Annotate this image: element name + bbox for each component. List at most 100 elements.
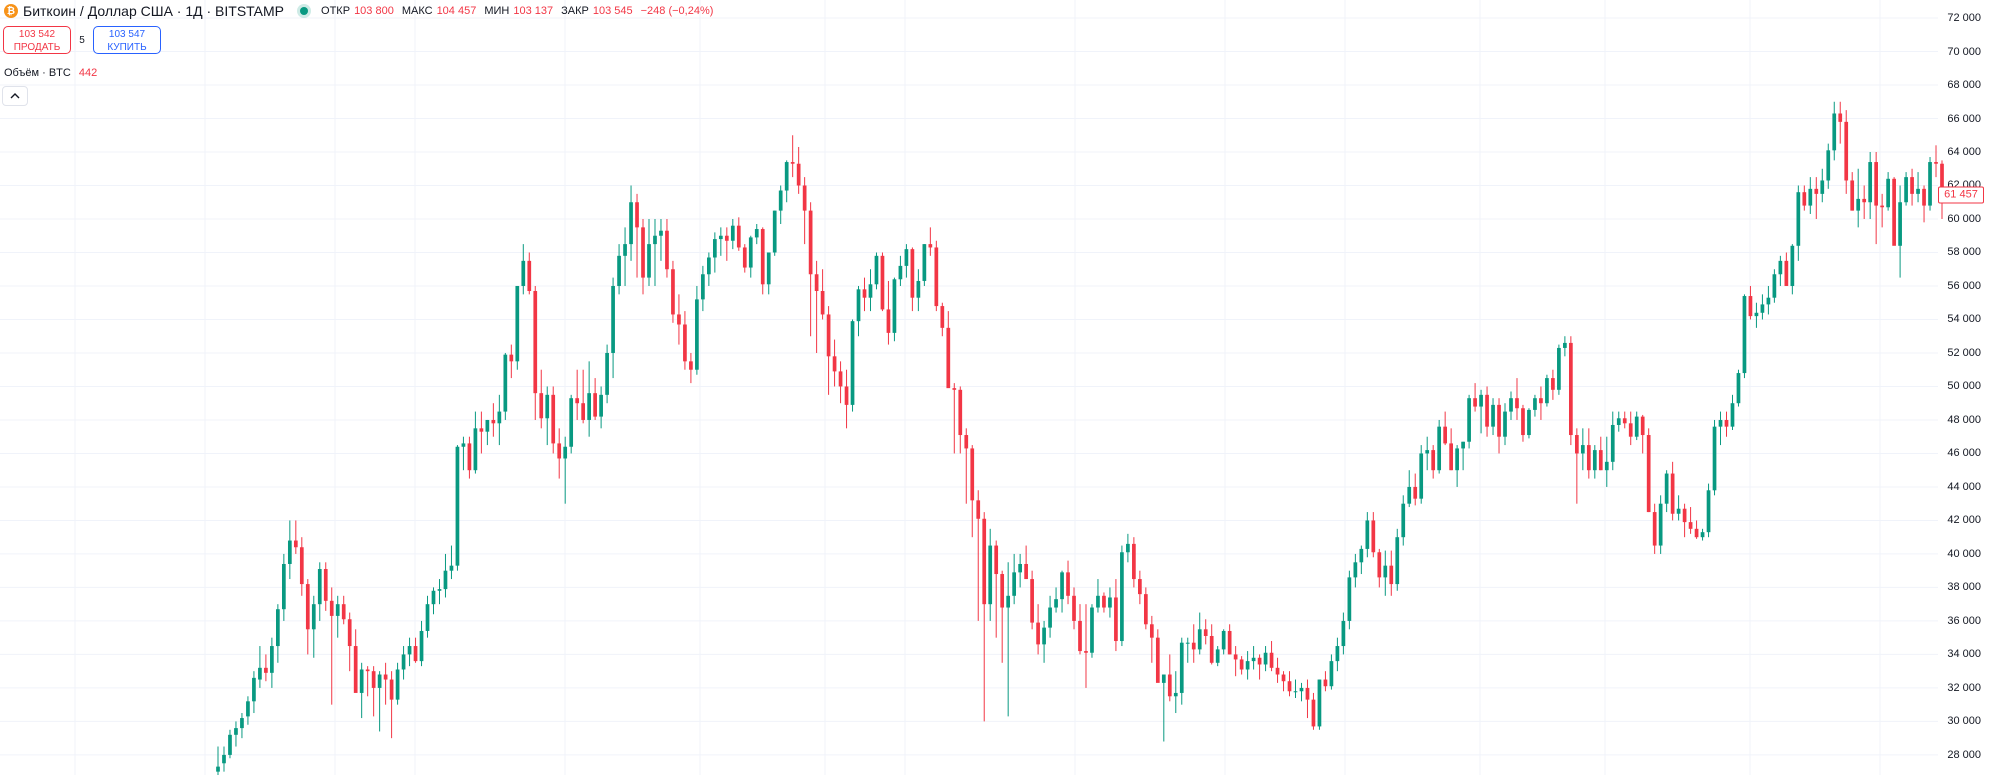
candle-up <box>521 260 526 286</box>
candle-up <box>748 237 753 268</box>
candle-up <box>1251 657 1256 662</box>
candle-down <box>1802 192 1807 206</box>
candle-up <box>1610 424 1615 462</box>
candle-up <box>1754 312 1759 317</box>
candle-down <box>910 249 915 298</box>
candle-up <box>1742 296 1747 374</box>
candle-up <box>1898 202 1902 246</box>
candle-down <box>353 646 358 693</box>
candle-up <box>772 210 777 253</box>
ohlc-values: ОТКР 103 800 МАКС 104 457 МИН 103 137 ЗАКР 1… <box>321 5 717 17</box>
candle-down <box>491 419 496 424</box>
candle-down <box>1239 659 1244 670</box>
candle-up <box>1904 177 1908 203</box>
close-value: 103 545 <box>592 5 633 17</box>
candle-up <box>1365 520 1370 549</box>
candle-up <box>1048 607 1052 628</box>
candle-up <box>1437 426 1442 471</box>
candle-up <box>1383 565 1388 578</box>
candle-up <box>1018 563 1022 573</box>
candle-up <box>1772 274 1777 298</box>
candle-down <box>862 289 867 298</box>
candle-down <box>264 667 268 673</box>
candle-up <box>1347 577 1352 621</box>
sell-button[interactable]: 103 542 ПРОДАТЬ <box>3 26 71 54</box>
candle-up <box>1832 113 1837 151</box>
candle-down <box>1521 408 1525 436</box>
candle-down <box>982 518 987 605</box>
price-tick-label: 40 000 <box>1947 547 1981 560</box>
price-tick-label: 68 000 <box>1947 79 1981 91</box>
candle-up <box>766 252 771 285</box>
candle-up <box>1736 373 1741 404</box>
candle-up <box>395 669 400 700</box>
open-label: ОТКР <box>321 5 351 17</box>
candle-up <box>473 428 478 471</box>
candle-down <box>1784 260 1789 286</box>
candle-up <box>1353 562 1358 578</box>
volume-legend[interactable]: Объём · BTC 442 <box>4 67 97 79</box>
candle-down <box>689 361 693 370</box>
sell-price: 103 542 <box>18 29 56 40</box>
candle-down <box>557 443 562 459</box>
candle-up <box>1592 450 1597 471</box>
candle-up <box>461 443 466 447</box>
candle-up <box>1215 649 1220 663</box>
candle-down <box>742 247 747 268</box>
candle-down <box>383 674 388 680</box>
candle-up <box>1359 548 1364 563</box>
candle-up <box>1197 629 1202 650</box>
candle-down <box>1880 205 1884 208</box>
candle-down <box>371 671 376 688</box>
candle-up <box>1173 692 1178 697</box>
candle-up <box>1329 661 1334 687</box>
candle-up <box>647 244 651 278</box>
candle-down <box>1413 486 1418 499</box>
candle-up <box>1545 378 1549 404</box>
price-tick-label: 54 000 <box>1947 313 1981 326</box>
candle-up <box>1563 342 1567 348</box>
chevron-up-icon <box>10 93 20 99</box>
candle-down <box>677 314 681 325</box>
candle-down <box>1191 642 1196 650</box>
candle-down <box>1084 651 1088 653</box>
candle-down <box>1138 579 1142 595</box>
symbol-title[interactable]: Биткоин / Доллар США · 1Д · BITSTAMP <box>23 3 285 19</box>
candle-up <box>359 669 364 693</box>
candle-down <box>293 540 298 548</box>
candle-up <box>623 244 627 256</box>
candle-down <box>581 403 586 420</box>
candle-down <box>946 327 951 389</box>
candle-up <box>784 162 789 191</box>
market-status-icon[interactable] <box>300 7 309 15</box>
candle-down <box>736 225 741 248</box>
candle-down <box>329 600 334 616</box>
candle-down <box>1102 595 1106 608</box>
candle-down <box>1814 188 1819 194</box>
buy-price: 103 547 <box>108 29 146 40</box>
candle-up <box>1766 297 1771 305</box>
candle-down <box>1155 637 1160 683</box>
candle-down <box>1036 622 1040 645</box>
candle-down <box>832 356 837 372</box>
candle-down <box>1305 687 1310 700</box>
high-label: МАКС <box>401 5 433 17</box>
candle-up <box>545 394 550 419</box>
buy-button[interactable]: 103 547 КУПИТЬ <box>93 26 161 54</box>
candle-down <box>1598 450 1603 471</box>
candle-up <box>730 225 735 241</box>
candle-up <box>1676 508 1681 514</box>
candle-down <box>1838 113 1843 122</box>
candle-up <box>1179 642 1184 693</box>
candle-up <box>1491 404 1495 427</box>
candle-up <box>707 257 711 275</box>
candle-up <box>1467 398 1471 442</box>
price-tick-label: 28 000 <box>1947 748 1981 761</box>
collapse-legend-button[interactable] <box>2 86 28 106</box>
candle-down <box>826 314 831 357</box>
candle-up <box>1419 453 1424 499</box>
candle-down <box>389 679 394 700</box>
candle-down <box>1934 162 1938 164</box>
